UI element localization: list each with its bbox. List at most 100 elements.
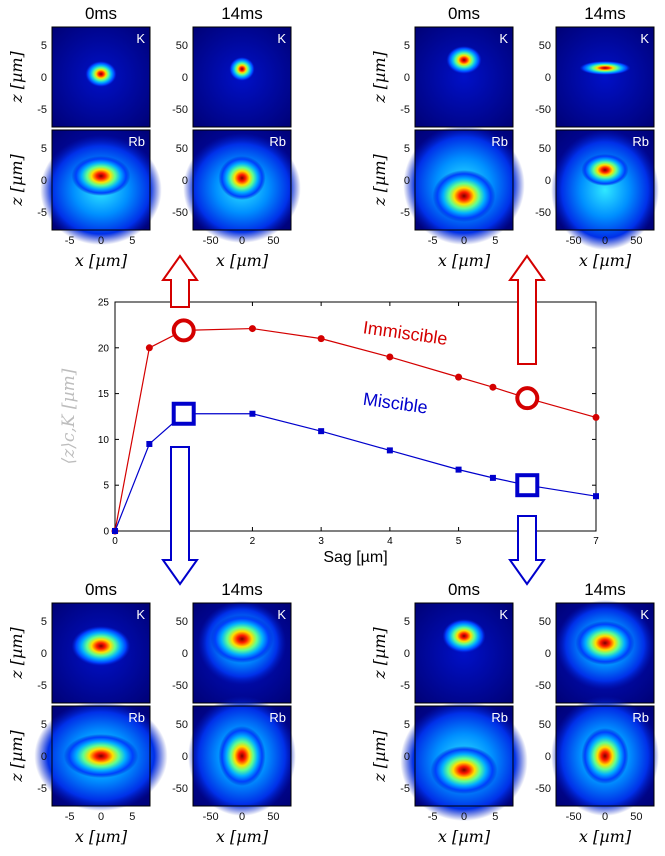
data-point <box>145 344 153 352</box>
x-tick-label: -5 <box>65 235 75 247</box>
series-line <box>114 327 597 532</box>
species-label: Rb <box>632 710 649 725</box>
x-tick-label: 0 <box>461 811 467 823</box>
series-immiscible <box>111 318 600 535</box>
panel-rb-14ms: Rb 50 0 -50 -50 0 50 x [µm] <box>172 129 301 270</box>
x-tick-label: -50 <box>566 235 582 247</box>
species-label: Rb <box>269 134 286 149</box>
y-tick-label: 25 <box>98 298 110 309</box>
y-tick-label: -5 <box>37 207 47 219</box>
panel-frame <box>192 129 292 231</box>
species-label: K <box>499 607 508 622</box>
data-point <box>592 413 600 421</box>
chart-xlabel: Sag [µm] <box>323 549 387 566</box>
x-tick-label: -5 <box>65 811 75 823</box>
panel-k-14ms: K 50 0 -50 <box>172 601 292 704</box>
x-axis-label: x [µm] <box>216 251 269 270</box>
x-tick-label: 50 <box>630 811 642 823</box>
panel-frame <box>51 26 151 128</box>
density-blob <box>218 726 266 786</box>
x-tick-label: 0 <box>461 235 467 247</box>
species-label: Rb <box>128 710 145 725</box>
y-tick-label: -50 <box>535 783 551 795</box>
sag-chart: 012345670510152025Sag [µm]⟨z⟩c,K [µm]Imm… <box>59 298 600 566</box>
panel-rb-14ms: Rb 50 0 -50 -50 0 50 x [µm] <box>535 129 659 270</box>
density-blob <box>71 626 131 666</box>
highlight-marker <box>515 473 540 498</box>
x-tick-label: 7 <box>593 536 599 547</box>
density-blob <box>210 615 274 663</box>
x-tick-label: -5 <box>428 811 438 823</box>
highlight-marker <box>171 401 196 426</box>
data-point <box>146 440 153 447</box>
y-tick-label: 0 <box>404 72 410 84</box>
y-tick-label: 50 <box>176 719 188 731</box>
x-tick-label: 0 <box>239 811 245 823</box>
density-blob <box>551 130 659 250</box>
panel-background <box>415 27 513 127</box>
data-point <box>112 528 118 534</box>
panel-k-0ms: K 5 0 -5 <box>37 26 151 128</box>
x-axis-label: x [µm] <box>579 827 632 846</box>
arrow-down-left <box>161 446 199 586</box>
x-axis-label: x [µm] <box>75 251 128 270</box>
y-tick-label: 0 <box>41 751 47 763</box>
y-tick-label: 0 <box>545 175 551 187</box>
species-label: K <box>136 607 145 622</box>
data-point <box>318 428 325 435</box>
panel-frame <box>192 705 292 807</box>
y-tick-label: 0 <box>545 751 551 763</box>
density-blob <box>442 619 486 653</box>
data-point <box>386 353 394 361</box>
x-tick-label: 5 <box>129 811 135 823</box>
species-label: Rb <box>128 134 145 149</box>
x-axis-label: x [µm] <box>75 827 128 846</box>
density-blob <box>430 746 498 794</box>
y-tick-label: -5 <box>37 783 47 795</box>
density-blob <box>575 621 635 665</box>
y-tick-label: -5 <box>400 207 410 219</box>
density-blob <box>581 728 629 784</box>
data-point <box>317 335 325 343</box>
x-tick-label: -50 <box>203 811 219 823</box>
y-tick-label: 0 <box>103 527 109 538</box>
z-axis-label: z [µm] <box>7 626 26 679</box>
time-label: 14ms <box>584 580 626 599</box>
species-label: Rb <box>491 710 508 725</box>
y-tick-label: 5 <box>404 143 410 155</box>
y-tick-label: 0 <box>41 175 47 187</box>
data-point <box>386 447 393 454</box>
y-tick-label: 5 <box>103 481 109 492</box>
z-axis-label: z [µm] <box>7 50 26 103</box>
y-tick-label: 0 <box>545 648 551 660</box>
y-tick-label: 15 <box>98 389 110 400</box>
x-tick-label: 50 <box>267 811 279 823</box>
species-label: K <box>136 31 145 46</box>
species-label: K <box>640 31 649 46</box>
x-tick-label: 5 <box>129 235 135 247</box>
x-axis-label: x [µm] <box>438 251 491 270</box>
z-axis-label: z [µm] <box>370 626 389 679</box>
x-tick-label: -5 <box>428 235 438 247</box>
panel-k-14ms: K 50 0 -50 <box>535 600 655 704</box>
time-label: 0ms <box>85 4 117 23</box>
y-tick-label: 5 <box>41 40 47 52</box>
y-tick-label: 0 <box>404 175 410 187</box>
x-tick-label: 50 <box>267 235 279 247</box>
panel-frame <box>414 129 514 231</box>
y-tick-label: 5 <box>404 40 410 52</box>
x-tick-label: 0 <box>239 235 245 247</box>
data-point <box>489 474 496 481</box>
panel-frame <box>192 26 292 128</box>
time-label: 14ms <box>221 4 263 23</box>
panel-rb-14ms: Rb 50 0 -50 -50 0 50 x [µm] <box>172 696 296 846</box>
arrow-down-right <box>508 515 546 586</box>
x-tick-label: 0 <box>112 536 118 547</box>
density-blob <box>218 156 266 200</box>
x-tick-label: 0 <box>602 235 608 247</box>
